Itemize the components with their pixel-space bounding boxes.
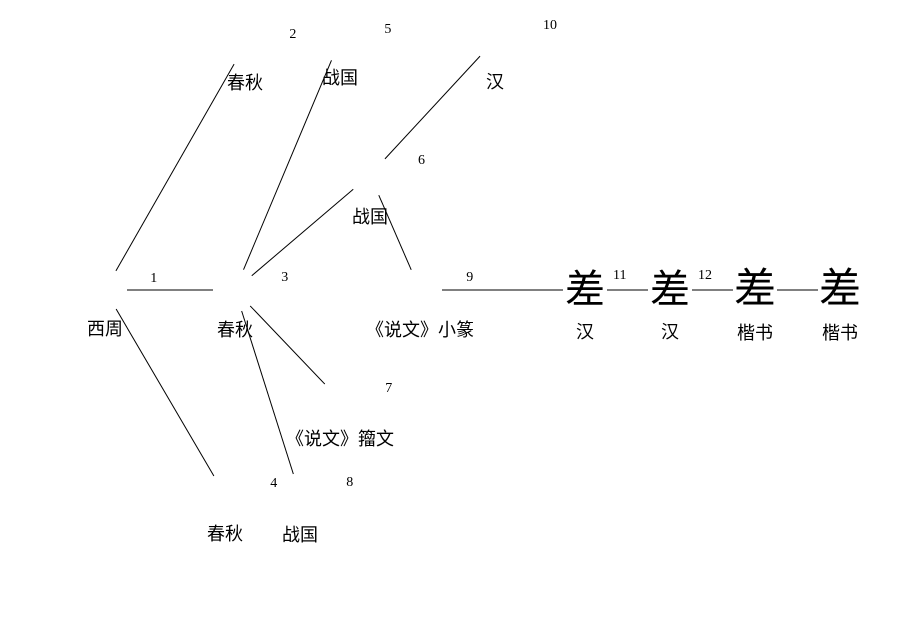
superscript: 8 (346, 475, 353, 491)
edge (116, 64, 234, 271)
superscript: 1 (150, 271, 157, 287)
superscript: 10 (543, 18, 557, 34)
node-label: 战国 (322, 64, 358, 90)
node-n3: 𢀩3春秋 (205, 272, 265, 342)
node-n10: 𢀩10汉 (465, 20, 525, 94)
node-label: 汉 (661, 318, 679, 344)
superscript: 7 (385, 381, 392, 397)
node-label: 春秋 (207, 520, 243, 546)
superscript: 2 (289, 27, 296, 43)
superscript: 12 (698, 268, 712, 284)
node-label: 《说文》籀文 (286, 425, 394, 451)
node-label: 春秋 (217, 316, 253, 342)
superscript: 6 (418, 153, 425, 169)
node-label: 楷书 (822, 319, 858, 345)
superscript: 11 (613, 268, 626, 284)
node-label: 《说文》小篆 (366, 316, 474, 342)
node-n11: 差11汉 (555, 270, 615, 344)
node-n14: 差楷书 (810, 269, 870, 345)
node-n6: 𢀩6战国 (340, 155, 400, 229)
edge (252, 189, 354, 275)
node-n1: 𢀩1西周 (75, 273, 135, 341)
superscript: 9 (466, 270, 473, 286)
node-n4: 𢀩4春秋 (195, 478, 255, 546)
node-n13: 差楷书 (725, 269, 785, 345)
node-label: 楷书 (737, 319, 773, 345)
node-label: 汉 (486, 68, 504, 94)
node-n2: 𢀩2春秋 (215, 29, 275, 95)
node-label: 春秋 (227, 69, 263, 95)
node-n7: 𢀩7《说文》籀文 (310, 383, 370, 451)
node-n9: 𢀩9《说文》小篆 (390, 272, 450, 342)
node-label: 西周 (87, 315, 123, 341)
superscript: 5 (384, 22, 391, 38)
node-n12: 差12汉 (640, 270, 700, 344)
node-n8: 𢀩8战国 (270, 477, 330, 547)
node-n5: 𢀩5战国 (310, 24, 370, 90)
glyph: 差 (565, 270, 605, 310)
node-label: 汉 (576, 318, 594, 344)
glyph: 差 (734, 269, 776, 311)
superscript: 3 (281, 270, 288, 286)
node-label: 战国 (352, 203, 388, 229)
glyph: 差 (819, 269, 861, 311)
glyph: 差 (650, 270, 690, 310)
node-label: 战国 (282, 521, 318, 547)
